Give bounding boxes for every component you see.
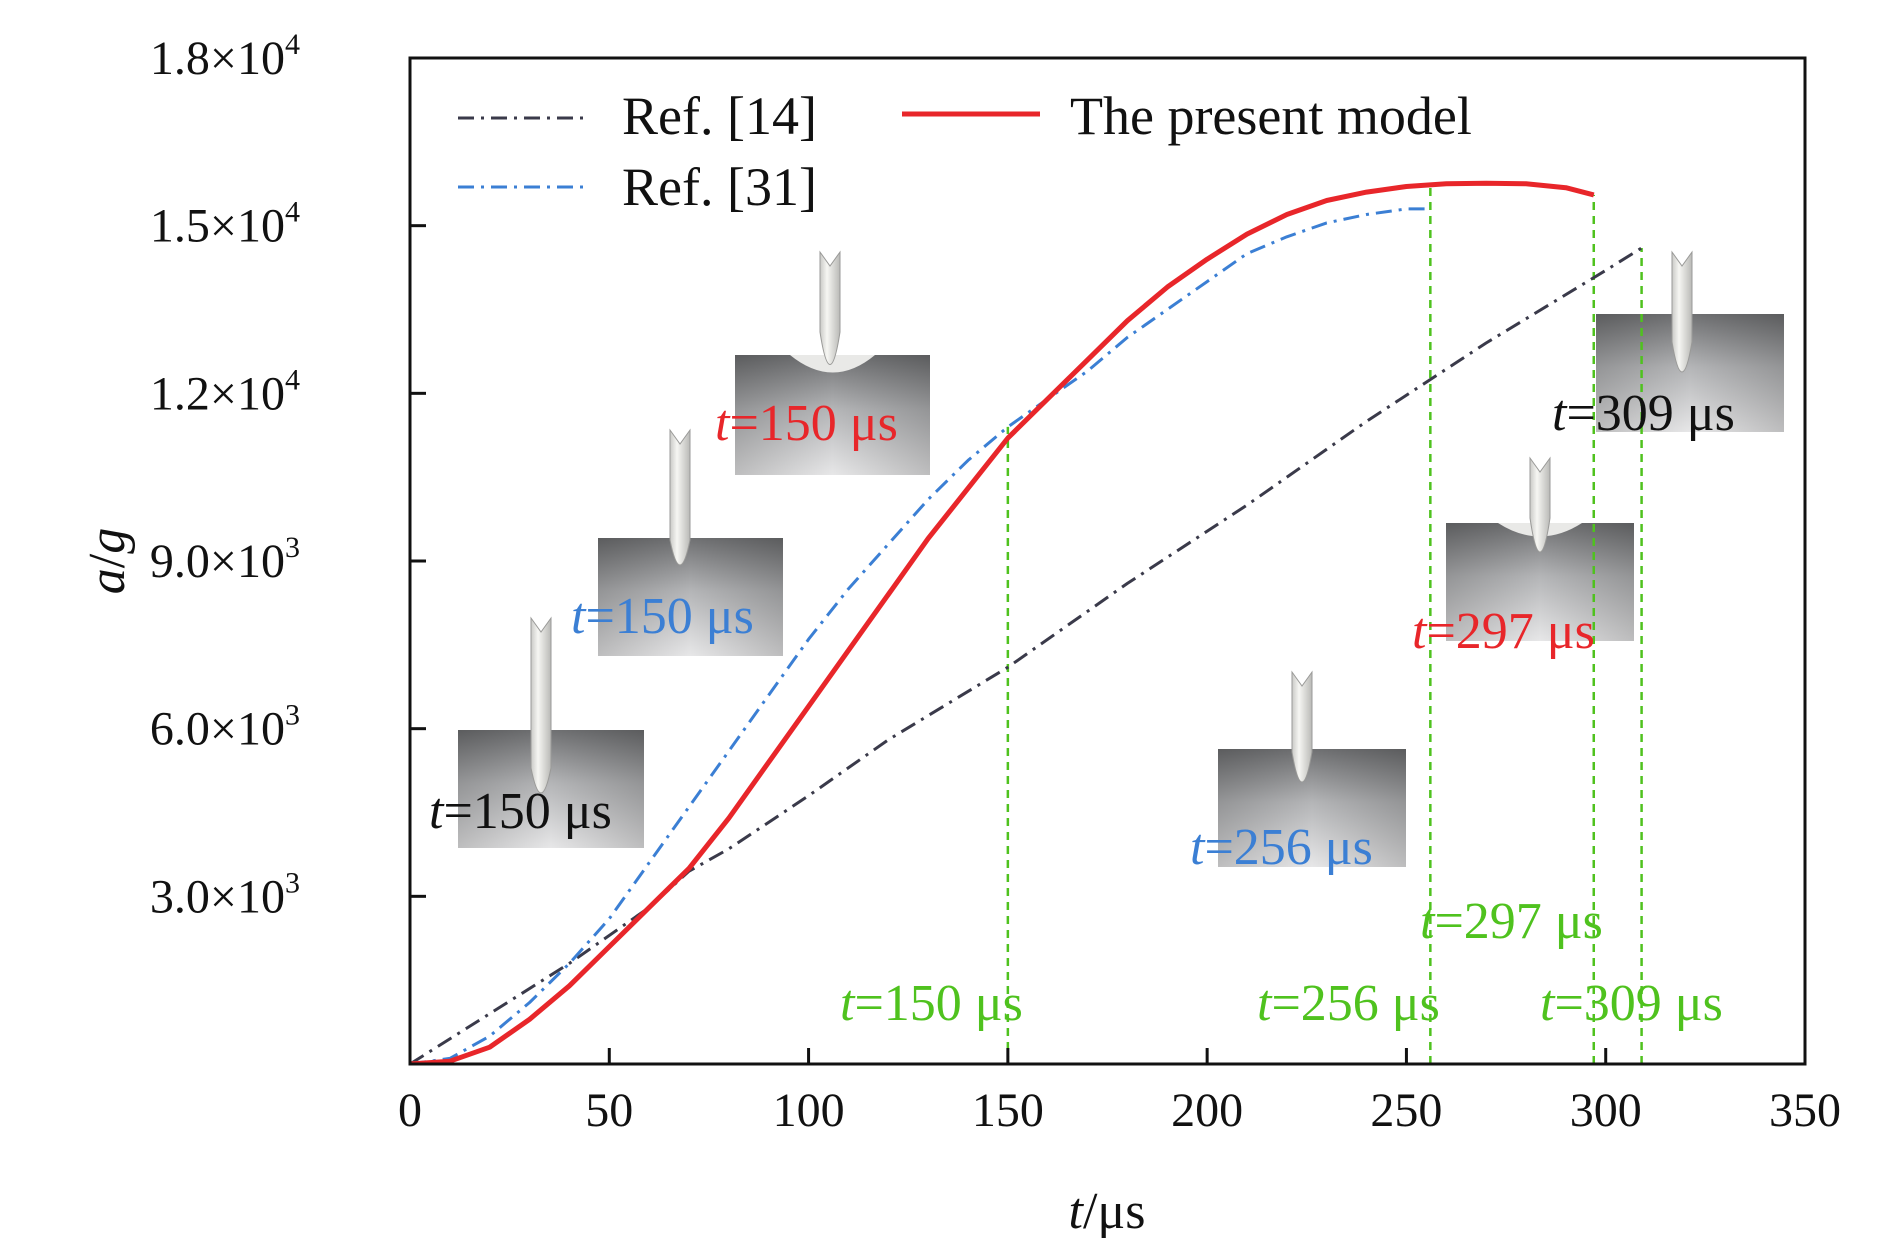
y-axis-unit: g — [79, 528, 136, 554]
y-axis-var: a — [79, 568, 136, 594]
penetration-image-4 — [1218, 670, 1406, 867]
legend-label-present-model: The present model — [1070, 86, 1472, 146]
x-tick-label-4: 200 — [1171, 1084, 1243, 1137]
penetration-image-1 — [458, 616, 644, 848]
annotation-2: t=297 μs — [1420, 893, 1603, 950]
annotation-3: t=309 μs — [1540, 975, 1723, 1032]
x-axis-unit: /μs — [1083, 1183, 1146, 1238]
penetration-image-2 — [598, 428, 783, 656]
penetration-image-5 — [1446, 456, 1634, 641]
x-tick-label-0: 0 — [398, 1084, 422, 1137]
y-axis-sep: / — [79, 553, 136, 568]
annotation-0: t=150 μs — [840, 975, 1023, 1032]
x-tick-label-3: 150 — [972, 1084, 1044, 1137]
penetration-image-6 — [1596, 250, 1784, 432]
annotation-6: t=150 μs — [715, 395, 898, 452]
annotation-7: t=256 μs — [1190, 819, 1373, 876]
legend-label-ref31: Ref. [31] — [622, 157, 817, 217]
annotation-9: t=309 μs — [1552, 385, 1735, 442]
x-tick-label-7: 350 — [1769, 1084, 1841, 1137]
x-tick-label-6: 300 — [1570, 1084, 1642, 1137]
y-tick-label-0: 3.0×103 — [150, 866, 300, 923]
x-tick-label-2: 100 — [773, 1084, 845, 1137]
annotation-4: t=150 μs — [429, 783, 612, 840]
x-axis-title: t/μs — [1068, 1183, 1145, 1238]
x-axis-var: t — [1068, 1183, 1084, 1238]
annotation-5: t=150 μs — [571, 588, 754, 645]
y-tick-label-5: 1.8×104 — [150, 28, 300, 85]
y-axis-title: a/g — [79, 528, 136, 594]
series-line-1 — [410, 207, 1431, 1064]
x-tick-label-1: 50 — [585, 1084, 633, 1137]
annotation-1: t=256 μs — [1257, 975, 1440, 1032]
x-tick-label-5: 250 — [1370, 1084, 1442, 1137]
legend: Ref. [14] Ref. [31] The present model — [458, 86, 1472, 217]
annotation-8: t=297 μs — [1412, 603, 1595, 660]
y-tick-label-2: 9.0×103 — [150, 531, 300, 588]
y-tick-label-1: 6.0×103 — [150, 699, 300, 756]
y-tick-label-3: 1.2×104 — [150, 363, 300, 420]
penetration-image-3 — [735, 250, 930, 475]
y-tick-label-4: 1.5×104 — [150, 196, 300, 253]
legend-label-ref14: Ref. [14] — [622, 86, 817, 146]
series-line-2 — [410, 180, 1595, 1064]
